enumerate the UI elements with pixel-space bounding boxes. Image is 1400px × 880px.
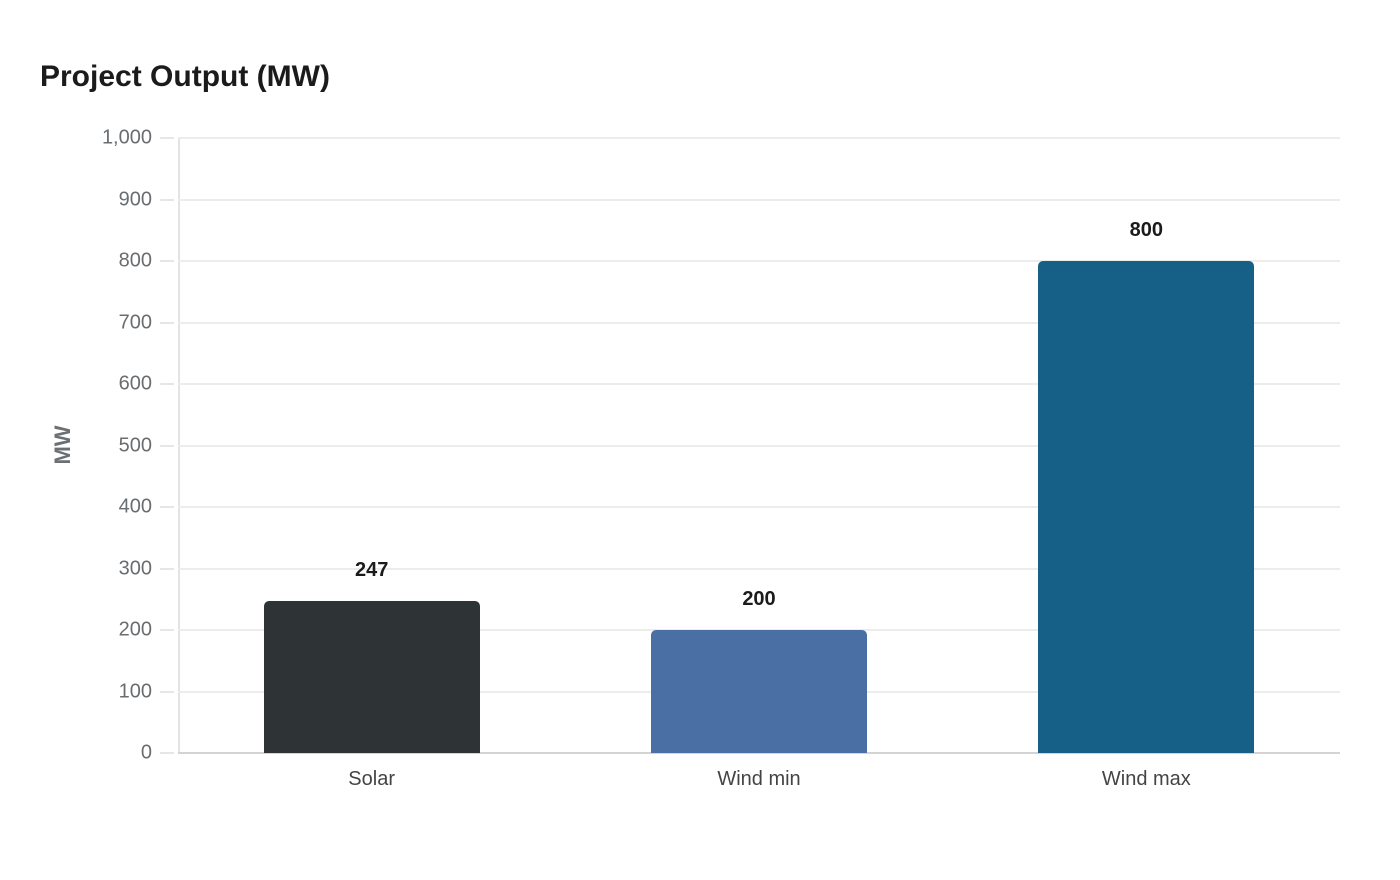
y-tick-mark — [160, 752, 174, 754]
y-tick-label: 500 — [118, 434, 152, 456]
y-tick-mark — [160, 321, 174, 324]
x-tick-label: Solar — [348, 768, 396, 790]
y-tick-mark — [160, 198, 174, 201]
y-tick-mark — [160, 383, 174, 385]
x-tick-label: Wind max — [1101, 768, 1191, 790]
y-tick-mark — [160, 137, 174, 139]
gridline — [178, 137, 1340, 139]
bar-value-label: 247 — [354, 559, 389, 582]
y-tick-label: 400 — [118, 495, 152, 518]
y-tick-label: 300 — [118, 557, 152, 579]
y-tick-mark — [160, 567, 174, 570]
bar-value-label: 800 — [1129, 219, 1164, 241]
y-tick-label: 600 — [118, 372, 152, 395]
gridline — [178, 321, 1340, 324]
y-axis-label: MW — [50, 425, 75, 465]
plot-area: 0 100 200 300 400 500 600 700 800 900 1,000 247 Sola… — [102, 127, 1340, 790]
y-tick-mark — [160, 629, 174, 631]
y-tick-label: 900 — [118, 188, 152, 210]
y-tick-label: 800 — [118, 249, 152, 272]
y-tick-label: 100 — [118, 680, 152, 702]
y-tick-mark — [160, 690, 174, 693]
gridline — [178, 567, 1340, 570]
y-tick-label: 0 — [140, 741, 152, 764]
y-tick-mark — [160, 444, 174, 447]
y-tick-mark — [160, 260, 174, 262]
gridline — [178, 506, 1340, 508]
gridline — [178, 444, 1340, 447]
gridline — [178, 383, 1340, 385]
x-axis-line — [178, 752, 1340, 754]
gridline — [178, 260, 1340, 262]
y-tick-mark — [160, 506, 174, 508]
y-tick-label: 200 — [118, 618, 152, 641]
y-tick-label: 1,000 — [101, 126, 152, 149]
bar-value-label: 200 — [742, 588, 776, 610]
y-tick-label: 700 — [118, 311, 152, 333]
gridline — [178, 198, 1340, 201]
bar-wind-max[interactable] — [1038, 261, 1255, 753]
bar-solar[interactable] — [263, 601, 480, 753]
x-tick-label: Wind min — [717, 768, 801, 790]
bar-wind-min[interactable] — [651, 630, 867, 753]
chart-title: Project Output (MW) — [40, 60, 330, 93]
